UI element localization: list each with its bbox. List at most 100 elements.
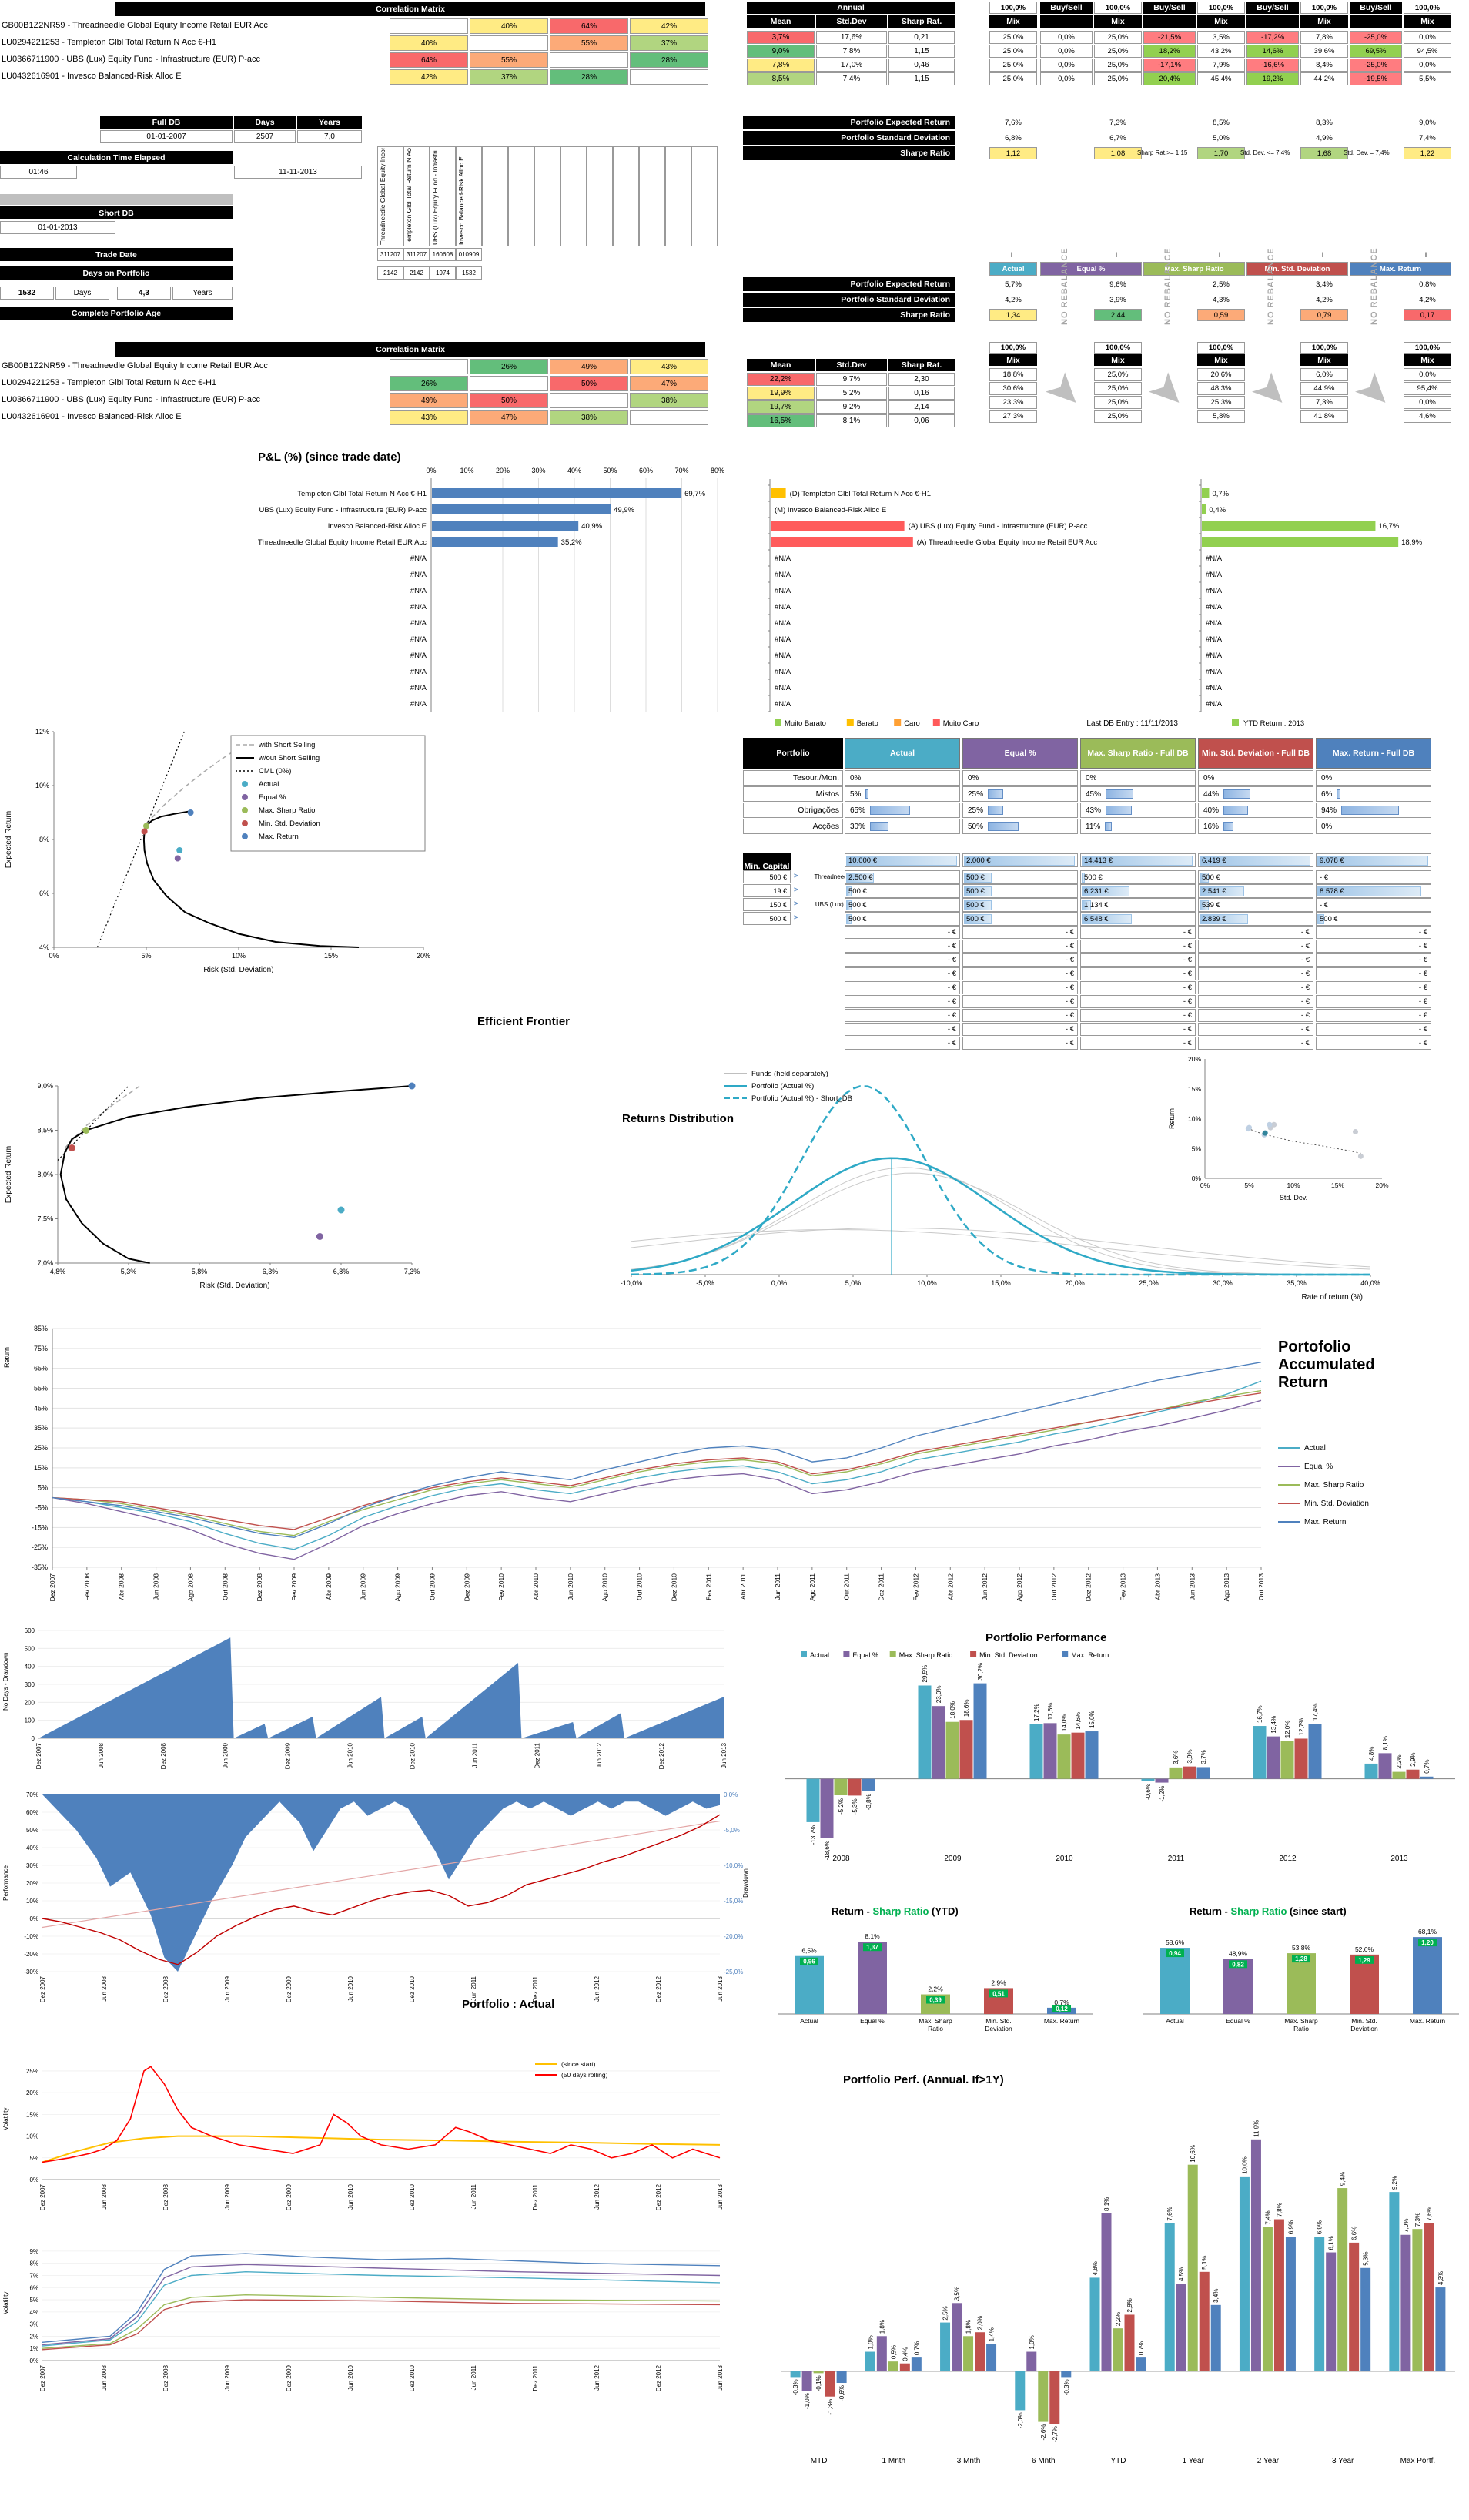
trade-date-value[interactable]: 311207 bbox=[403, 248, 430, 261]
buysell-header[interactable]: Buy/Sell bbox=[1040, 2, 1093, 14]
mix-cell[interactable]: 25,0% bbox=[1094, 59, 1142, 72]
corr-cell[interactable]: 64% bbox=[550, 18, 628, 34]
alloc-col-header[interactable]: Max. Return - Full DB bbox=[1316, 738, 1431, 769]
mix-cell[interactable]: 25,0% bbox=[1094, 31, 1142, 44]
mix-cell[interactable]: 94,5% bbox=[1404, 45, 1451, 58]
annual-cell[interactable]: 9,0% bbox=[747, 45, 815, 58]
capital-empty-cell[interactable]: - € bbox=[962, 967, 1078, 980]
annual-cell[interactable]: 8,1% bbox=[816, 414, 887, 427]
capital-cell[interactable]: 2.839 € bbox=[1198, 912, 1313, 926]
corr-cell[interactable]: 47% bbox=[470, 410, 548, 425]
mix-cell[interactable]: 25,3% bbox=[1197, 396, 1245, 409]
trade-date-value[interactable]: 311207 bbox=[377, 248, 403, 261]
alloc-cell[interactable]: 65% bbox=[845, 803, 960, 818]
corr-cell[interactable]: 50% bbox=[470, 393, 548, 408]
sharpe-value[interactable]: 0,59 bbox=[1197, 309, 1245, 321]
days-portfolio-value[interactable]: 1974 bbox=[430, 266, 456, 280]
sharpe-value[interactable]: 1,08 bbox=[1094, 147, 1142, 159]
capital-empty-cell[interactable]: - € bbox=[962, 940, 1078, 953]
capital-empty-cell[interactable]: - € bbox=[962, 953, 1078, 967]
mix-cell[interactable]: 25,0% bbox=[989, 72, 1037, 85]
corr-cell[interactable] bbox=[470, 376, 548, 391]
capital-empty-cell[interactable]: - € bbox=[1316, 1023, 1431, 1036]
annual-cell[interactable]: 0,06 bbox=[888, 414, 955, 427]
annual-cell[interactable]: 17,6% bbox=[816, 31, 887, 44]
annual-cell[interactable]: 0,21 bbox=[888, 31, 955, 44]
mix-header[interactable]: Mix bbox=[1300, 15, 1348, 28]
min-capital-value[interactable]: 19 € bbox=[743, 884, 791, 897]
short-db-header[interactable]: Short DB bbox=[0, 206, 233, 219]
mix-cell[interactable]: 0,0% bbox=[1404, 368, 1451, 381]
capital-cell[interactable]: - € bbox=[1316, 898, 1431, 912]
capital-cell[interactable]: 500 € bbox=[845, 884, 960, 898]
short-db-date[interactable]: 01-01-2013 bbox=[0, 221, 115, 234]
mix-cell[interactable]: 25,0% bbox=[1094, 382, 1142, 395]
capital-cell[interactable]: 500 € bbox=[962, 912, 1078, 926]
sharpe-value[interactable]: 1,70 bbox=[1197, 147, 1245, 159]
mix-total[interactable]: 100,0% bbox=[989, 342, 1037, 354]
mix-total[interactable]: 100,0% bbox=[1197, 2, 1245, 14]
capital-cell[interactable]: 6.548 € bbox=[1080, 912, 1196, 926]
rotated-fund-column[interactable] bbox=[665, 146, 691, 246]
rotated-fund-column[interactable] bbox=[613, 146, 639, 246]
mix-header[interactable]: Mix bbox=[1404, 354, 1451, 366]
trade-date-value[interactable]: 010909 bbox=[456, 248, 482, 261]
alloc-row-label[interactable]: Obrigações bbox=[743, 803, 843, 818]
portfolio-header[interactable]: Min. Std. Deviation bbox=[1246, 262, 1348, 276]
rotated-fund-column[interactable] bbox=[639, 146, 665, 246]
capital-empty-cell[interactable]: - € bbox=[1080, 1023, 1196, 1036]
stats-value[interactable]: 4,2% bbox=[989, 293, 1037, 306]
capital-cell[interactable]: 500 € bbox=[1198, 870, 1313, 884]
capital-empty-cell[interactable]: - € bbox=[845, 1009, 960, 1022]
alloc-corner-header[interactable]: Portfolio bbox=[743, 738, 843, 769]
mix-total[interactable]: 100,0% bbox=[1404, 2, 1451, 14]
years-header[interactable]: Years bbox=[297, 116, 362, 129]
corr-cell[interactable]: 49% bbox=[390, 393, 468, 408]
stats-value[interactable]: 7,3% bbox=[1094, 116, 1142, 129]
corr-cell[interactable]: 28% bbox=[630, 52, 708, 68]
mix-cell[interactable]: 7,3% bbox=[1300, 396, 1348, 409]
capital-empty-cell[interactable]: - € bbox=[1316, 926, 1431, 939]
stats-value[interactable]: 3,9% bbox=[1094, 293, 1142, 306]
buysell-cell[interactable]: 0,0% bbox=[1040, 72, 1093, 85]
stats-label[interactable]: Portfolio Standard Deviation bbox=[743, 293, 955, 307]
mix-cell[interactable]: 7,8% bbox=[1300, 31, 1348, 44]
alloc-col-header[interactable]: Max. Sharp Ratio - Full DB bbox=[1080, 738, 1196, 769]
alloc-cell[interactable]: 16% bbox=[1198, 819, 1313, 834]
mix-cell[interactable]: 25,0% bbox=[1094, 396, 1142, 409]
buysell-header[interactable] bbox=[1040, 15, 1093, 28]
annual-title[interactable]: Annual bbox=[747, 2, 955, 14]
mix-cell[interactable]: 27,3% bbox=[989, 410, 1037, 423]
mix-cell[interactable]: 44,2% bbox=[1300, 72, 1348, 85]
stats-value[interactable]: 2,5% bbox=[1197, 278, 1245, 290]
buysell-header[interactable]: Buy/Sell bbox=[1143, 2, 1196, 14]
buysell-header[interactable] bbox=[1143, 15, 1196, 28]
annual-cell[interactable]: 1,15 bbox=[888, 45, 955, 58]
capital-cell[interactable]: 1.134 € bbox=[1080, 898, 1196, 912]
capital-empty-cell[interactable]: - € bbox=[845, 995, 960, 1008]
stats-value[interactable]: 6,8% bbox=[989, 132, 1037, 144]
buysell-cell[interactable]: -21,5% bbox=[1143, 31, 1196, 44]
capital-empty-cell[interactable]: - € bbox=[962, 1037, 1078, 1050]
stats-label[interactable]: Portfolio Expected Return bbox=[743, 277, 955, 291]
mix-cell[interactable]: 23,3% bbox=[989, 396, 1037, 409]
alloc-row-label[interactable]: Tesour./Mon. bbox=[743, 770, 843, 786]
capital-cell[interactable]: - € bbox=[1316, 870, 1431, 884]
mix-total[interactable]: 100,0% bbox=[1404, 342, 1451, 354]
days-header[interactable]: Days bbox=[234, 116, 296, 129]
annual-cell[interactable]: 0,16 bbox=[888, 387, 955, 400]
corr-cell[interactable]: 43% bbox=[390, 410, 468, 425]
mix-header[interactable]: Mix bbox=[1094, 15, 1142, 28]
corr-cell[interactable]: 42% bbox=[630, 18, 708, 34]
annual-cell[interactable]: 0,46 bbox=[888, 59, 955, 72]
capital-empty-cell[interactable]: - € bbox=[845, 940, 960, 953]
mix-header[interactable]: Mix bbox=[989, 354, 1037, 366]
mix-cell[interactable]: 8,4% bbox=[1300, 59, 1348, 72]
mix-cell[interactable]: 39,6% bbox=[1300, 45, 1348, 58]
capital-empty-cell[interactable]: - € bbox=[1198, 1037, 1313, 1050]
mix-cell[interactable]: 20,6% bbox=[1197, 368, 1245, 381]
age-years-value[interactable]: 4,3 bbox=[117, 287, 171, 300]
buysell-cell[interactable]: 0,0% bbox=[1040, 45, 1093, 58]
stats-value[interactable]: 4,3% bbox=[1197, 293, 1245, 306]
days-portfolio-value[interactable]: 1532 bbox=[456, 266, 482, 280]
